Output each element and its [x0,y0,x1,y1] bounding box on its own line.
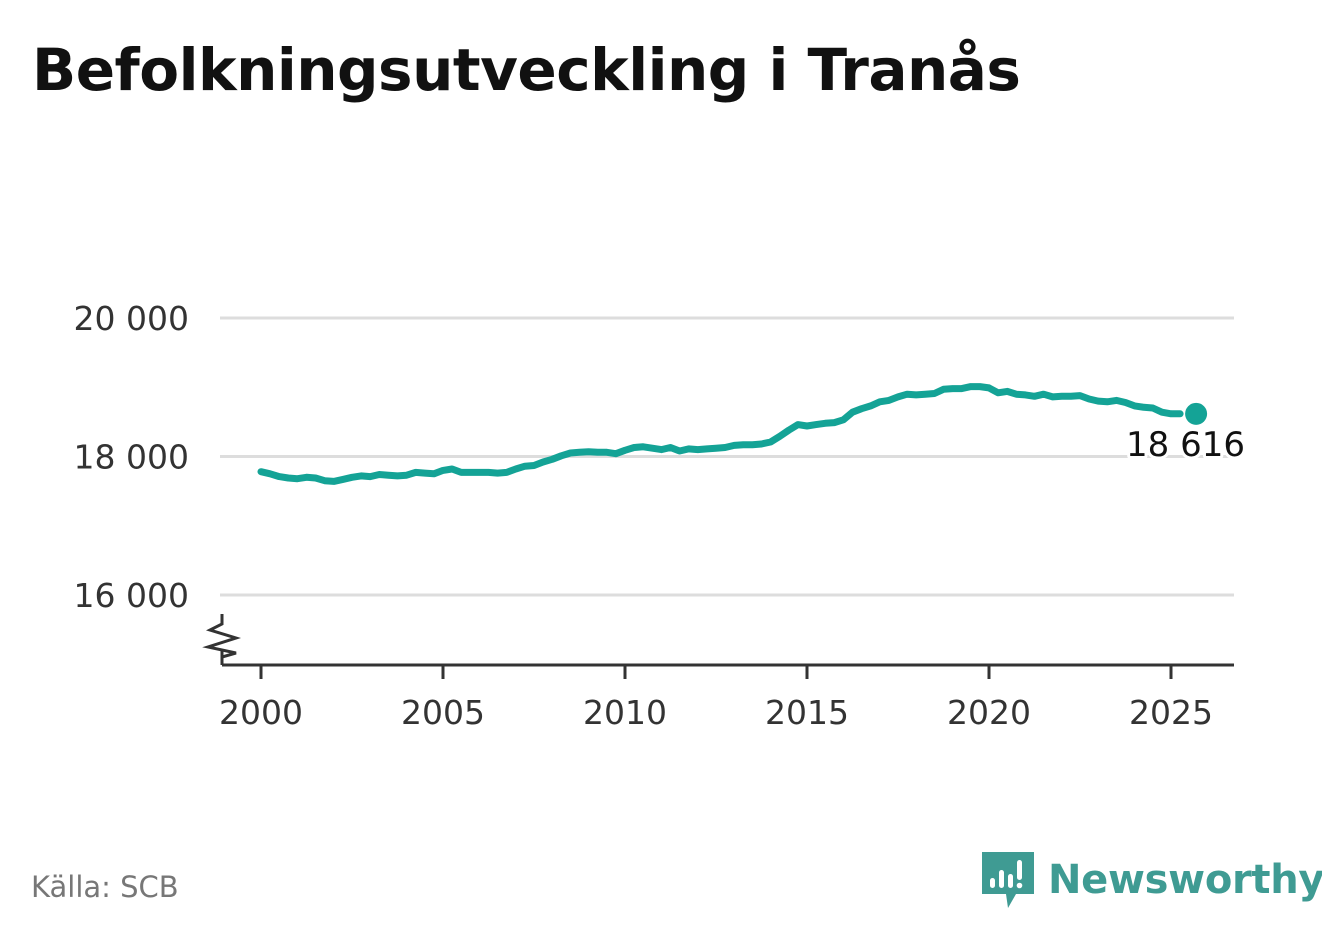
axis-break-icon [202,614,241,665]
y-tick-label: 18 000 [74,438,189,477]
end-point-marker [1185,402,1208,425]
x-tick-label: 2010 [583,693,667,732]
y-axis-ticks: 16 000 18 000 20 000 [74,299,189,615]
newsworthy-bar-chart-icon [982,852,1034,908]
x-tick-label: 2005 [401,693,485,732]
end-value-label-halo: 18 616 [1126,425,1245,465]
source-note: Källa: SCB [31,870,179,904]
y-tick-label: 20 000 [74,299,189,338]
brand-name: Newsworthy [1048,857,1322,903]
x-tick-label: 2025 [1129,693,1213,732]
series-line [257,383,1184,485]
y-tick-label: 16 000 [74,576,189,615]
end-value-label: 18 616 [1126,425,1245,465]
x-tick-label: 2000 [219,693,303,732]
brand-logo[interactable]: Newsworthy [980,850,1322,910]
x-tick-label: 2020 [947,693,1031,732]
grid-lines [220,316,1234,597]
x-tick-label: 2015 [765,693,849,732]
series [257,383,1208,485]
x-axis-ticks: 2000 2005 2010 2015 2020 2025 [219,665,1213,732]
chart-title: Befolkningsutveckling i Tranås [32,36,1021,104]
axes [202,614,1234,667]
